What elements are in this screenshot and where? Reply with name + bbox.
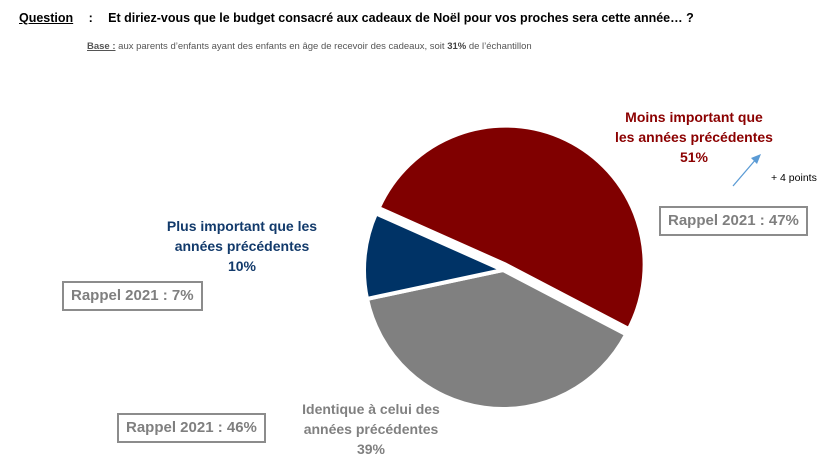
- pie-slice-moins-important: [376, 123, 647, 331]
- question-line: Question : Et diriez-vous que le budget …: [19, 11, 694, 25]
- slice-label-identique: Identique à celui des années précédentes…: [281, 399, 461, 459]
- rappel-box-moins-important: Rappel 2021 : 47%: [659, 206, 808, 236]
- pie-slice-identique: [365, 268, 629, 411]
- slice-label-line1: Moins important que: [625, 109, 763, 125]
- slice-label-plus-important: Plus important que les années précédente…: [152, 216, 332, 276]
- rappel-box-plus-important: Rappel 2021 : 7%: [62, 281, 203, 311]
- slice-label-line2: années précédentes: [303, 421, 439, 437]
- base-text-2: de l’échantillon: [466, 41, 532, 52]
- trend-arrow-icon: [732, 154, 761, 187]
- slice-value: 10%: [227, 258, 257, 274]
- base-line: Base : aux parents d’enfants ayant des e…: [87, 41, 532, 52]
- base-label: Base :: [87, 41, 116, 52]
- base-text-1: aux parents d’enfants ayant des enfants …: [115, 41, 448, 52]
- base-percentage: 31%: [447, 41, 467, 52]
- slice-label-line1: Plus important que les: [166, 218, 318, 234]
- slice-label-line2: les années précédentes: [615, 129, 773, 145]
- slice-label-line1: Identique à celui des: [302, 401, 440, 417]
- pie-slice-plus-important: [362, 211, 505, 301]
- question-text: Et diriez-vous que le budget consacré au…: [108, 11, 694, 25]
- rappel-box-identique: Rappel 2021 : 46%: [117, 413, 266, 443]
- question-separator: :: [88, 11, 93, 25]
- slice-label-moins-important: Moins important que les années précédent…: [604, 107, 784, 167]
- slice-value: 39%: [356, 441, 386, 457]
- slice-value: 51%: [679, 149, 709, 165]
- slice-label-line2: années précédentes: [174, 238, 310, 254]
- delta-annotation: + 4 points: [771, 172, 817, 184]
- question-label: Question: [19, 11, 74, 25]
